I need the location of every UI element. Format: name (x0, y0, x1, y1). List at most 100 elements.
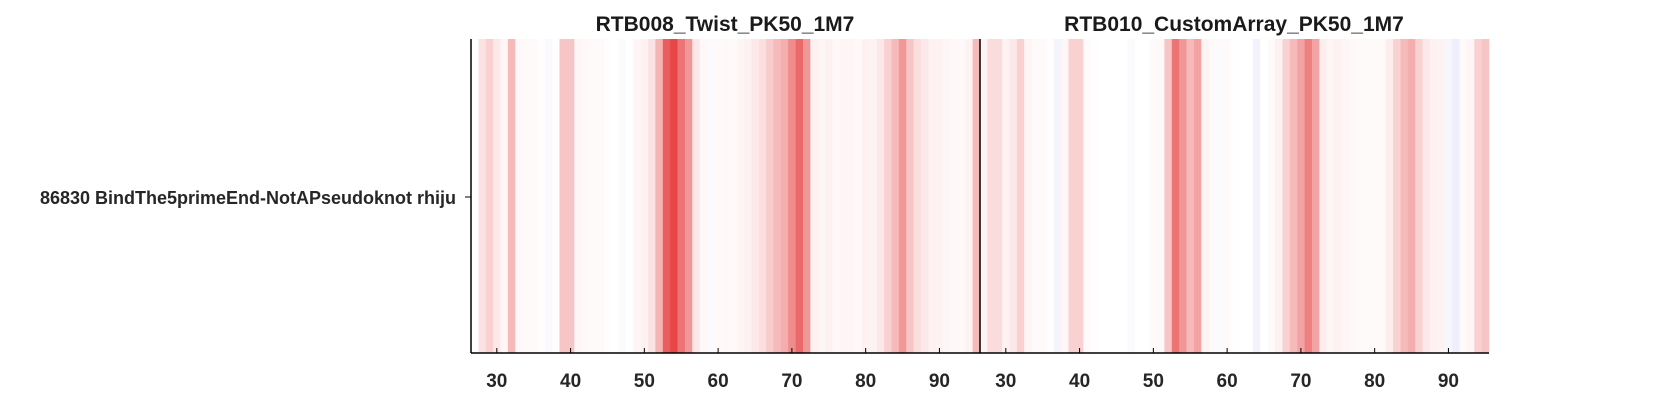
heatmap-cell-twist-87 (913, 39, 922, 353)
heatmap-cell-customarray-41 (1083, 39, 1091, 353)
heatmap-cell-customarray-46 (1120, 39, 1128, 353)
heatmap-cell-customarray-92 (1459, 39, 1468, 353)
heatmap-cell-customarray-55 (1186, 39, 1195, 353)
heatmap-cell-twist-64 (743, 39, 752, 353)
heatmap-cell-customarray-66 (1267, 39, 1276, 353)
heatmap-panel-twist: RTB008_Twist_PK50_1M7 30 40 50 60 70 80 90 (465, 13, 981, 392)
x-tick-label-twist-30: 30 (486, 371, 507, 392)
heatmap-cell-twist-46 (611, 39, 619, 353)
heatmap-cell-customarray-67 (1275, 39, 1283, 353)
heatmap-cell-twist-90 (935, 39, 944, 353)
heatmap-cell-twist-85 (898, 39, 907, 353)
heatmap-cell-twist-43 (589, 39, 597, 353)
heatmap-cell-customarray-53 (1171, 39, 1180, 353)
heatmap-cell-twist-55 (677, 39, 686, 353)
heatmap-cell-twist-78 (847, 39, 855, 353)
heatmap-cell-customarray-34 (1031, 39, 1040, 353)
heatmap-cell-customarray-61 (1230, 39, 1239, 353)
heatmap-cell-twist-51 (648, 39, 656, 353)
heatmap-cell-customarray-47 (1127, 39, 1136, 353)
heatmap-cell-twist-62 (729, 39, 737, 353)
heatmap-cell-customarray-79 (1363, 39, 1372, 353)
heatmap-cells-twist (471, 39, 981, 353)
x-tick-label-customarray-40: 40 (1069, 371, 1090, 392)
heatmap-cell-customarray-73 (1319, 39, 1328, 353)
heatmap-cell-twist-28 (478, 39, 487, 353)
heatmap-cell-customarray-69 (1289, 39, 1298, 353)
heatmap-cell-twist-69 (780, 39, 789, 353)
heatmap-cell-twist-59 (707, 39, 715, 353)
heatmap-cell-customarray-28 (987, 39, 996, 353)
heatmap-cell-customarray-59 (1216, 39, 1224, 353)
heatmap-cell-customarray-51 (1157, 39, 1165, 353)
heatmap-cell-twist-91 (943, 39, 951, 353)
heatmap-cell-customarray-83 (1393, 39, 1401, 353)
heatmap-cell-customarray-29 (994, 39, 1003, 353)
heatmap-cell-twist-34 (522, 39, 531, 353)
chart-title-customarray: RTB010_CustomArray_PK50_1M7 (1064, 13, 1404, 36)
x-ticks-customarray: 30 40 50 60 70 80 90 (995, 348, 1459, 392)
heatmap-cell-customarray-82 (1385, 39, 1394, 353)
heatmap-cell-customarray-62 (1238, 39, 1246, 353)
heatmap-cell-twist-60 (714, 39, 723, 353)
heatmap-cell-twist-77 (839, 39, 848, 353)
heatmap-cell-twist-53 (662, 39, 671, 353)
heatmap-cell-twist-82 (876, 39, 885, 353)
heatmap-cell-twist-32 (507, 39, 516, 353)
heatmap-cell-twist-79 (854, 39, 863, 353)
heatmap-cell-customarray-95 (1481, 39, 1490, 353)
heatmap-cell-customarray-89 (1437, 39, 1446, 353)
heatmap-cell-twist-48 (625, 39, 634, 353)
heatmap-cell-customarray-68 (1282, 39, 1291, 353)
heatmap-cell-twist-57 (692, 39, 700, 353)
heatmap-cell-customarray-45 (1112, 39, 1121, 353)
heatmap-cell-twist-94 (965, 39, 973, 353)
x-tick-label-customarray-60: 60 (1217, 371, 1238, 392)
heatmap-cell-customarray-64 (1252, 39, 1261, 353)
heatmap-cell-twist-75 (825, 39, 833, 353)
x-tick-label-twist-80: 80 (855, 371, 876, 392)
heatmap-cell-customarray-50 (1149, 39, 1158, 353)
heatmap-cell-twist-30 (493, 39, 501, 353)
heatmap-cell-twist-66 (758, 39, 767, 353)
heatmap-cell-twist-38 (552, 39, 560, 353)
heatmap-cell-twist-49 (633, 39, 641, 353)
heatmap-cell-customarray-52 (1164, 39, 1173, 353)
heatmap-cell-twist-56 (684, 39, 693, 353)
heatmap-cell-twist-93 (957, 39, 966, 353)
x-tick-label-twist-40: 40 (560, 371, 581, 392)
heatmap-cell-twist-86 (906, 39, 914, 353)
heatmap-cell-customarray-60 (1223, 39, 1232, 353)
heatmap-cell-customarray-49 (1142, 39, 1150, 353)
heatmap-cell-twist-83 (884, 39, 892, 353)
heatmap-cell-customarray-39 (1068, 39, 1077, 353)
x-tick-label-customarray-70: 70 (1290, 371, 1311, 392)
heatmap-cell-twist-44 (596, 39, 605, 353)
heatmap-cell-customarray-30 (1002, 39, 1010, 353)
x-tick-label-customarray-50: 50 (1143, 371, 1164, 392)
heatmap-cell-customarray-72 (1311, 39, 1320, 353)
heatmap-cell-customarray-90 (1444, 39, 1453, 353)
heatmap-cell-customarray-33 (1024, 39, 1032, 353)
row-label: 86830 BindThe5primeEnd-NotAPseudoknot rh… (40, 188, 456, 208)
heatmap-cell-customarray-27 (980, 39, 988, 353)
heatmap-cell-twist-63 (736, 39, 745, 353)
heatmap-cell-twist-65 (751, 39, 759, 353)
heatmap-cell-customarray-36 (1046, 39, 1055, 353)
heatmap-cell-customarray-42 (1090, 39, 1099, 353)
heatmap-cell-twist-67 (766, 39, 774, 353)
heatmap-cell-customarray-35 (1039, 39, 1047, 353)
heatmap-cell-twist-71 (795, 39, 804, 353)
heatmap-cell-twist-80 (861, 39, 870, 353)
heatmap-cell-twist-89 (928, 39, 937, 353)
heatmap-cell-customarray-40 (1075, 39, 1084, 353)
heatmap-panel-customarray: RTB010_CustomArray_PK50_1M7 30 40 50 60 70 80… (979, 13, 1490, 392)
heatmap-cell-customarray-63 (1245, 39, 1254, 353)
heatmap-cell-twist-74 (817, 39, 826, 353)
heatmap-cell-customarray-48 (1134, 39, 1143, 353)
x-tick-label-twist-50: 50 (634, 371, 655, 392)
heatmap-cell-twist-41 (574, 39, 582, 353)
heatmap-cell-customarray-43 (1098, 39, 1106, 353)
heatmap-cell-twist-95 (972, 39, 981, 353)
